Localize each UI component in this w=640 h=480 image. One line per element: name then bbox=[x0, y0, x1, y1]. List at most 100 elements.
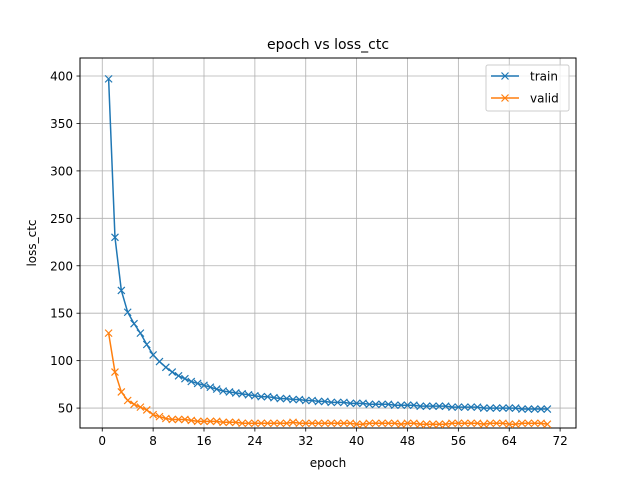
data-point bbox=[231, 388, 240, 397]
data-point bbox=[511, 420, 520, 429]
data-point bbox=[174, 371, 183, 380]
data-point bbox=[397, 420, 406, 429]
x-tick-label: 16 bbox=[196, 434, 211, 448]
data-point bbox=[441, 420, 450, 429]
data-point bbox=[180, 374, 189, 383]
data-point bbox=[473, 419, 482, 428]
x-axis-ticks: 0 8 16 24 32 40 48 56 64 72 bbox=[98, 428, 568, 448]
data-point bbox=[498, 419, 507, 428]
data-point bbox=[543, 405, 552, 413]
y-tick-label: 100 bbox=[50, 354, 73, 368]
data-point bbox=[460, 419, 469, 428]
data-point bbox=[441, 402, 450, 411]
x-tick-label: 48 bbox=[400, 434, 415, 448]
data-point bbox=[454, 419, 463, 428]
data-point bbox=[257, 392, 266, 401]
data-point bbox=[505, 404, 514, 413]
data-point bbox=[314, 419, 323, 428]
legend-item-train: train bbox=[491, 70, 558, 84]
data-point bbox=[200, 417, 208, 426]
data-point bbox=[365, 400, 374, 409]
data-point bbox=[193, 417, 202, 426]
data-point bbox=[479, 420, 488, 429]
data-point bbox=[136, 403, 145, 412]
data-point bbox=[416, 420, 425, 429]
data-point bbox=[416, 402, 425, 411]
data-point bbox=[206, 417, 215, 426]
series-train bbox=[104, 74, 552, 413]
data-point bbox=[359, 399, 367, 408]
data-point bbox=[308, 419, 317, 428]
data-point bbox=[409, 419, 418, 428]
data-point bbox=[289, 395, 297, 404]
data-point bbox=[155, 357, 164, 366]
data-point bbox=[301, 419, 310, 428]
data-point bbox=[403, 401, 412, 410]
data-point bbox=[238, 419, 247, 428]
legend: train valid bbox=[485, 64, 570, 112]
data-point bbox=[168, 415, 177, 424]
x-tick-label: 72 bbox=[552, 434, 567, 448]
legend-marker bbox=[501, 94, 509, 102]
y-tick-label: 50 bbox=[58, 402, 73, 416]
data-point bbox=[270, 393, 278, 402]
data-point bbox=[479, 404, 488, 413]
y-tick-label: 150 bbox=[50, 307, 73, 321]
data-point bbox=[289, 418, 297, 427]
data-point bbox=[130, 319, 138, 328]
data-point bbox=[371, 419, 380, 428]
data-point bbox=[187, 416, 196, 425]
data-point bbox=[295, 395, 304, 404]
data-point bbox=[359, 420, 367, 429]
y-axis-label: loss_ctc bbox=[25, 219, 39, 266]
data-point bbox=[168, 368, 177, 376]
data-point bbox=[200, 381, 208, 390]
data-point bbox=[492, 404, 501, 413]
data-point bbox=[428, 402, 437, 411]
data-point bbox=[295, 419, 304, 428]
data-point bbox=[123, 308, 132, 317]
data-point bbox=[225, 388, 234, 396]
data-point bbox=[384, 400, 393, 409]
data-point bbox=[486, 404, 495, 413]
data-point bbox=[524, 405, 533, 413]
data-point bbox=[530, 405, 539, 413]
legend-item-valid: valid bbox=[491, 92, 559, 106]
x-tick-label: 8 bbox=[149, 434, 157, 448]
data-point bbox=[339, 419, 348, 428]
data-point bbox=[518, 405, 526, 413]
data-point bbox=[282, 419, 291, 428]
data-point bbox=[333, 398, 342, 407]
legend-items: train valid bbox=[491, 70, 559, 106]
data-point bbox=[282, 394, 291, 403]
data-point bbox=[346, 399, 355, 408]
data-point bbox=[193, 379, 202, 388]
data-point bbox=[161, 414, 170, 423]
data-point bbox=[518, 419, 526, 428]
data-point bbox=[460, 403, 469, 412]
series-valid bbox=[104, 329, 552, 429]
data-point bbox=[409, 401, 418, 410]
x-tick-label: 56 bbox=[451, 434, 466, 448]
data-point bbox=[511, 404, 520, 413]
data-point bbox=[448, 419, 456, 428]
data-point bbox=[339, 398, 348, 407]
data-point bbox=[422, 402, 431, 411]
data-point bbox=[111, 368, 119, 376]
data-point bbox=[492, 419, 501, 428]
data-point bbox=[327, 419, 336, 428]
data-point bbox=[498, 404, 507, 413]
series-line-train bbox=[107, 78, 548, 410]
data-point bbox=[378, 400, 386, 409]
data-point bbox=[352, 420, 361, 429]
data-point bbox=[142, 406, 151, 414]
data-point bbox=[403, 419, 412, 428]
data-point bbox=[422, 420, 431, 429]
data-point bbox=[333, 419, 342, 428]
data-point bbox=[136, 329, 145, 338]
data-point bbox=[130, 400, 138, 409]
data-point bbox=[390, 401, 399, 410]
data-point bbox=[142, 340, 151, 349]
data-point bbox=[161, 363, 170, 372]
data-point bbox=[524, 419, 533, 428]
